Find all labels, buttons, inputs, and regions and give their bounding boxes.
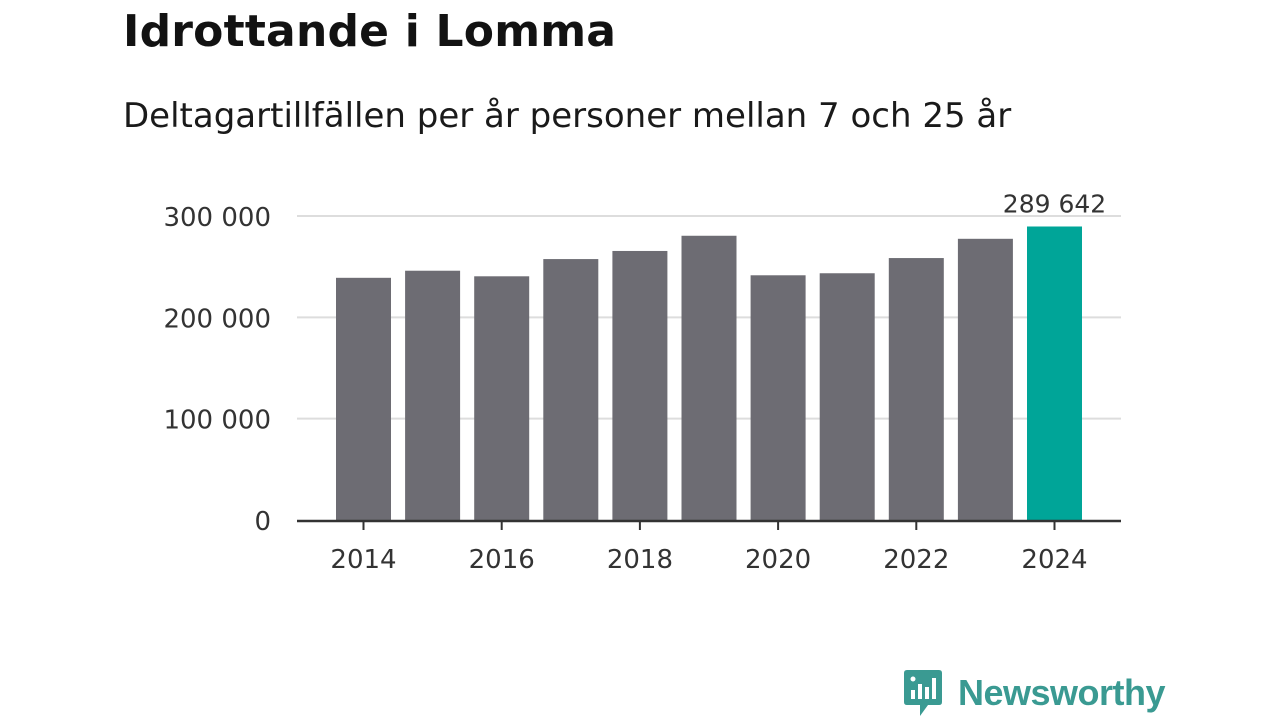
chart-title: Idrottande i Lomma — [123, 6, 617, 57]
x-tick-label: 2016 — [469, 545, 535, 575]
data-label-2024: 289 642 — [1003, 189, 1106, 218]
y-tick-label: 200 000 — [163, 304, 271, 334]
brand-logo: Newsworthy — [902, 668, 1166, 718]
bar-2014 — [336, 277, 391, 520]
bar-2022 — [888, 258, 944, 520]
bar-2016 — [474, 276, 530, 520]
bar-2017 — [543, 259, 599, 520]
bars — [336, 226, 1082, 521]
bar-2019 — [681, 235, 737, 520]
y-tick-label: 300 000 — [163, 203, 271, 233]
bar-2021 — [819, 273, 875, 520]
bar-2024 — [1027, 226, 1082, 521]
bar-2015 — [405, 270, 461, 520]
bar-2020 — [750, 275, 806, 520]
x-tick-label: 2018 — [607, 545, 673, 575]
x-tick-label: 2014 — [330, 545, 396, 575]
x-tick-label: 2020 — [745, 545, 811, 575]
brand-name: Newsworthy — [958, 672, 1166, 713]
bar-2023 — [957, 238, 1013, 521]
y-tick-label: 100 000 — [163, 406, 271, 436]
x-tick-label: 2022 — [883, 545, 949, 575]
labels: 0 100 000 200 000 300 000 289 642 2014 2016 201… — [163, 189, 1106, 575]
bar-chart: 0 100 000 200 000 300 000 289 642 2014 2016 201… — [163, 189, 1121, 575]
chart-subtitle: Deltagartillfällen per år personer mella… — [123, 96, 1012, 136]
bar-2018 — [612, 250, 668, 520]
x-tick-label: 2024 — [1021, 545, 1087, 575]
y-tick-label: 0 — [254, 507, 271, 537]
axes — [297, 519, 1121, 530]
bar-chart-speech-bubble-icon — [904, 670, 942, 716]
